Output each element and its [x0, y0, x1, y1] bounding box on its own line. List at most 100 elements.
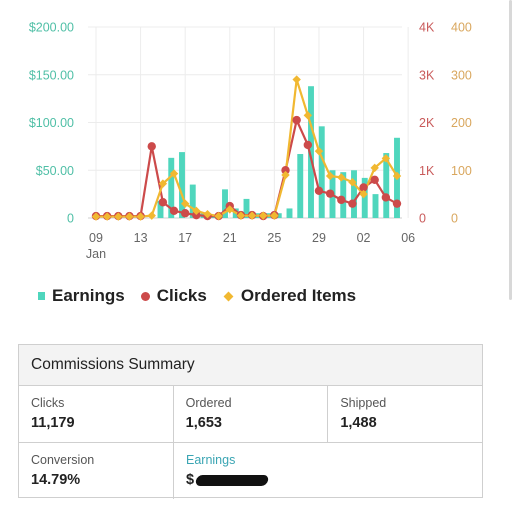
earnings-bar [383, 153, 390, 218]
ordered-items-point [169, 169, 179, 178]
earnings-bar [222, 189, 228, 218]
clicks-dot-icon [140, 291, 150, 301]
ordered-items-point [236, 211, 246, 220]
ordered-items-point [114, 212, 123, 221]
shipped-label: Shipped [340, 396, 387, 410]
x-tick-label: 17 [178, 231, 192, 245]
earnings-bar [351, 170, 357, 218]
clicks-point [325, 189, 335, 198]
earnings-bar [157, 200, 164, 218]
y-right-ordered-tick-label: 300 [451, 68, 472, 82]
earnings-link[interactable]: Earnings [186, 453, 236, 467]
legend-ordered-label: Ordered Items [240, 286, 357, 305]
clicks-point [147, 142, 156, 151]
ordered-items-point [192, 206, 201, 216]
axis-labels: $200.00 $150.00 $100.00 $50.00 0 4K 3K 2K 1K 0 400… [29, 21, 472, 262]
clicks-point [169, 206, 179, 216]
y-right-clicks-tick-label: 1K [419, 164, 435, 178]
clicks-point [303, 140, 313, 150]
ordered-items-point [125, 212, 134, 221]
y-left-tick-label: $100.00 [29, 116, 74, 130]
clicks-point [292, 115, 301, 125]
ordered-items-point [203, 209, 212, 219]
series-lines [91, 75, 402, 221]
summary-row-1: Clicks 11,179 Ordered 1,653 Shipped 1,48… [19, 386, 482, 443]
ordered-items-point [292, 75, 301, 84]
commissions-chart: $200.00 $150.00 $100.00 $50.00 0 4K 3K 2K 1K 0 400… [29, 21, 472, 262]
y-right-clicks-tick-label: 2K [419, 116, 435, 130]
clicks-point [370, 175, 379, 184]
ordered-items-point [102, 212, 112, 221]
scrollbar[interactable] [509, 0, 512, 300]
earnings-bar [340, 172, 347, 218]
legend-clicks-label: Clicks [156, 286, 207, 305]
legend-clicks[interactable]: Clicks [140, 286, 207, 306]
ordered-items-point [303, 111, 313, 120]
x-tick-label: 21 [223, 231, 237, 245]
x-tick-label: 06 [401, 231, 415, 245]
ordered-items-point [348, 177, 357, 187]
clicks-point [158, 198, 168, 207]
ordered-items-point [147, 211, 156, 220]
y-left-tick-label: $50.00 [36, 164, 74, 178]
x-tick-label: 09 [89, 231, 103, 245]
earnings-value: $ [186, 472, 470, 488]
conversion-label: Conversion [31, 453, 95, 467]
clicks-point [392, 199, 402, 208]
x-tick-label: 02 [357, 231, 371, 245]
ordered-items-point [180, 199, 190, 208]
earnings-bar [179, 152, 185, 218]
earnings-bar [361, 177, 368, 218]
ordered-cell: Ordered 1,653 [174, 386, 329, 442]
legend-earnings[interactable]: Earnings [38, 286, 125, 306]
ordered-label: Ordered [185, 396, 232, 410]
conversion-value: 14.79% [31, 472, 81, 488]
x-tick-label: 29 [312, 231, 326, 245]
ordered-items-point [270, 211, 279, 220]
summary-row-2: Conversion 14.79% Earnings $ [19, 443, 482, 499]
earnings-bar [286, 208, 293, 218]
ordered-items-point [381, 154, 391, 163]
earnings-bar [308, 86, 314, 219]
clicks-point [180, 209, 190, 218]
x-month-label: Jan [86, 247, 106, 261]
clicks-point [337, 195, 346, 205]
y-right-ordered-tick-label: 200 [451, 116, 472, 130]
earnings-bar-icon [38, 292, 45, 300]
earnings-bar [372, 194, 379, 218]
earnings-currency: $ [186, 472, 195, 488]
ordered-items-point [91, 212, 101, 221]
earnings-cell[interactable]: Earnings $ [174, 443, 482, 499]
y-right-ordered-tick-label: 400 [451, 21, 472, 35]
clicks-point [192, 210, 201, 220]
y-right-clicks-tick-label: 3K [419, 68, 435, 82]
shipped-cell: Shipped 1,488 [328, 386, 482, 442]
y-right-ordered-tick-label: 100 [451, 164, 472, 178]
ordered-items-point [158, 179, 168, 188]
ordered-items-point [314, 146, 324, 156]
ordered-items-point [225, 205, 234, 214]
commissions-summary-card: Commissions Summary Clicks 11,179 Ordere… [18, 344, 483, 499]
clicks-point [359, 183, 368, 192]
earnings-bar [297, 154, 304, 218]
y-right-clicks-tick-label: 4K [419, 21, 435, 35]
legend-ordered-items[interactable]: Ordered Items [223, 286, 356, 306]
clicks-cell: Clicks 11,179 [19, 386, 174, 442]
ordered-items-point [247, 211, 257, 220]
y-right-ordered-tick-label: 0 [451, 212, 458, 226]
summary-title: Commissions Summary [19, 345, 482, 386]
earnings-bar [243, 198, 250, 218]
clicks-label: Clicks [31, 396, 65, 410]
y-right-clicks-tick-label: 0 [419, 212, 426, 226]
ordered-items-point [392, 171, 402, 181]
ordered-items-point [136, 212, 145, 221]
ordered-items-point [259, 211, 268, 220]
x-tick-label: 25 [267, 231, 281, 245]
earnings-bar [189, 184, 196, 218]
ordered-diamond-icon [223, 291, 234, 301]
ordered-items-point [325, 171, 335, 181]
earnings-bar [275, 213, 282, 218]
y-left-tick-label: 0 [67, 212, 74, 226]
clicks-point [314, 186, 324, 195]
legend-earnings-label: Earnings [52, 286, 125, 305]
